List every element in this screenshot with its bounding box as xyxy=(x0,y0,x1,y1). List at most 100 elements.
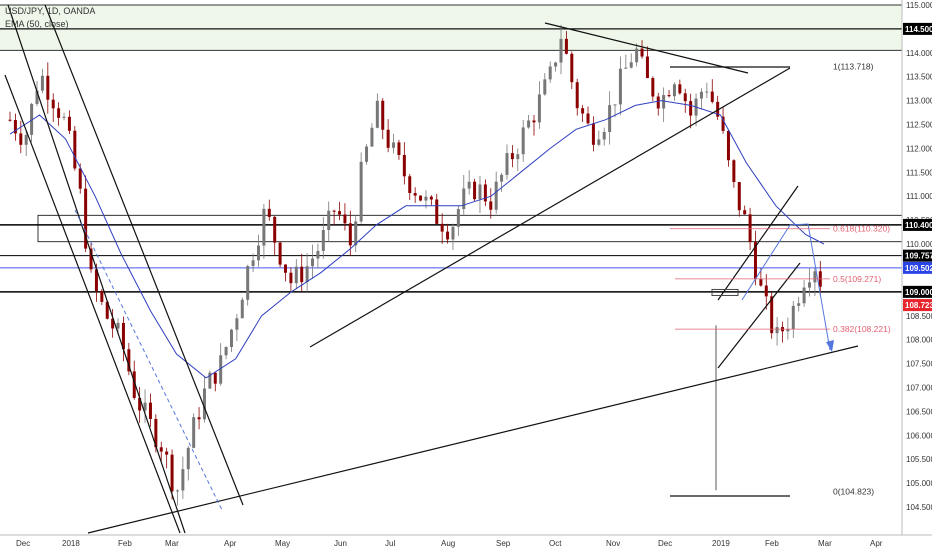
candle-body xyxy=(456,209,460,227)
candle-body xyxy=(46,75,50,100)
time-tick-label: Apr xyxy=(224,539,237,548)
candle-body xyxy=(246,266,250,300)
candle-body xyxy=(84,188,88,249)
candle-body xyxy=(62,116,66,118)
candle-body xyxy=(256,245,260,261)
candle-body xyxy=(381,100,385,130)
price-tick-label: 105.500 xyxy=(906,455,932,464)
candle-body xyxy=(624,67,628,69)
candle-body xyxy=(289,272,293,284)
time-tick-label: Dec xyxy=(658,539,672,548)
candle-body xyxy=(726,130,730,161)
fib-label: 0.5(109.271) xyxy=(833,274,881,284)
dashed-projection xyxy=(74,209,223,511)
fib-label: 1(113.718) xyxy=(833,61,874,71)
candle-body xyxy=(743,210,747,215)
candle-body xyxy=(138,397,142,411)
candle-body xyxy=(500,174,504,182)
candle-body xyxy=(591,123,595,145)
price-badge xyxy=(903,261,932,274)
candle-body xyxy=(132,371,136,398)
candle-body xyxy=(343,214,347,224)
candle-body xyxy=(705,91,709,93)
price-tick-label: 113.500 xyxy=(906,73,932,82)
time-tick-label: Sep xyxy=(496,539,511,548)
candle-body xyxy=(78,168,82,189)
candle-body xyxy=(51,99,55,109)
candle-body xyxy=(359,161,363,222)
candle-body xyxy=(440,223,444,232)
time-tick-label: Mar xyxy=(818,539,832,548)
ema-50-line xyxy=(9,100,825,379)
fibonacci-layer: 1(113.718) 0.618(110.320) 0.5(109.271) 0.38… xyxy=(670,61,891,497)
candle-body xyxy=(451,226,455,240)
candle-body xyxy=(748,214,752,243)
symbol-label: USD/JPY, 1D, OANDA xyxy=(5,6,96,16)
candle-body xyxy=(753,242,757,280)
candle-body xyxy=(813,271,817,283)
candle-body xyxy=(305,266,309,283)
candle-body xyxy=(251,260,255,267)
price-tick-label: 106.000 xyxy=(906,431,932,440)
candle-body xyxy=(127,349,131,372)
candle-body xyxy=(370,127,374,147)
candle-body xyxy=(683,93,687,102)
ema-indicator-label: EMA (50, close) xyxy=(5,19,69,29)
channel-line-lower xyxy=(4,74,181,534)
candle-body xyxy=(532,120,536,123)
candle-body xyxy=(154,418,158,448)
candle-body xyxy=(105,301,109,319)
time-axis[interactable]: Dec 2018 Feb Mar Apr May Jun Jul Aug Sep Oct Nov Dec… xyxy=(0,534,932,548)
candle-body xyxy=(467,181,471,189)
candle-body xyxy=(13,119,17,134)
candle-body xyxy=(316,250,320,259)
candle-body xyxy=(629,62,633,68)
chart-legend: USD/JPY, 1D, OANDA EMA (50, close) xyxy=(5,5,95,31)
candle-body xyxy=(354,221,358,246)
candle-body xyxy=(494,181,498,210)
candle-body xyxy=(424,196,428,201)
candle-body xyxy=(678,84,682,94)
candle-body xyxy=(284,264,288,273)
candle-body xyxy=(165,451,169,455)
candle-body xyxy=(478,184,482,200)
candle-body xyxy=(24,134,28,145)
candle-body xyxy=(770,296,774,334)
trend-support-line xyxy=(309,67,791,348)
candle-body xyxy=(40,75,44,91)
price-tick-label: 108.500 xyxy=(906,312,932,321)
time-tick-label: Mar xyxy=(165,539,179,548)
fib-label: 0.382(108.221) xyxy=(833,324,891,334)
time-tick-label: Oct xyxy=(549,539,562,548)
candle-body xyxy=(300,266,304,283)
candle-body xyxy=(732,160,736,183)
projection-arrowhead xyxy=(826,340,834,352)
price-badge-label: 109.502 xyxy=(905,264,932,273)
candle-body xyxy=(473,181,477,200)
candle-body xyxy=(446,231,450,240)
candle-body xyxy=(262,208,266,246)
price-tick-label: 107.000 xyxy=(906,383,932,392)
candle-body xyxy=(429,196,433,200)
price-badge xyxy=(903,299,932,312)
candle-body xyxy=(278,242,282,265)
zones-layer xyxy=(0,5,903,243)
price-badge xyxy=(903,22,932,35)
candle-body xyxy=(294,266,298,284)
candle-body xyxy=(759,279,763,286)
candle-body xyxy=(30,103,34,135)
candle-body xyxy=(348,223,352,246)
candle-body xyxy=(332,210,336,212)
projection-path xyxy=(741,223,831,351)
top-resistance-zone-lower xyxy=(0,28,902,51)
candle-body xyxy=(516,154,520,160)
trend-resistance-line xyxy=(544,22,749,74)
candle-body xyxy=(537,94,541,123)
price-badge xyxy=(903,218,932,231)
price-tick-label: 106.500 xyxy=(906,407,932,416)
price-tick-label: 114.000 xyxy=(906,49,932,58)
candle-body xyxy=(375,100,379,128)
candle-body xyxy=(73,130,77,169)
price-badge-label: 108.723 xyxy=(905,301,932,310)
